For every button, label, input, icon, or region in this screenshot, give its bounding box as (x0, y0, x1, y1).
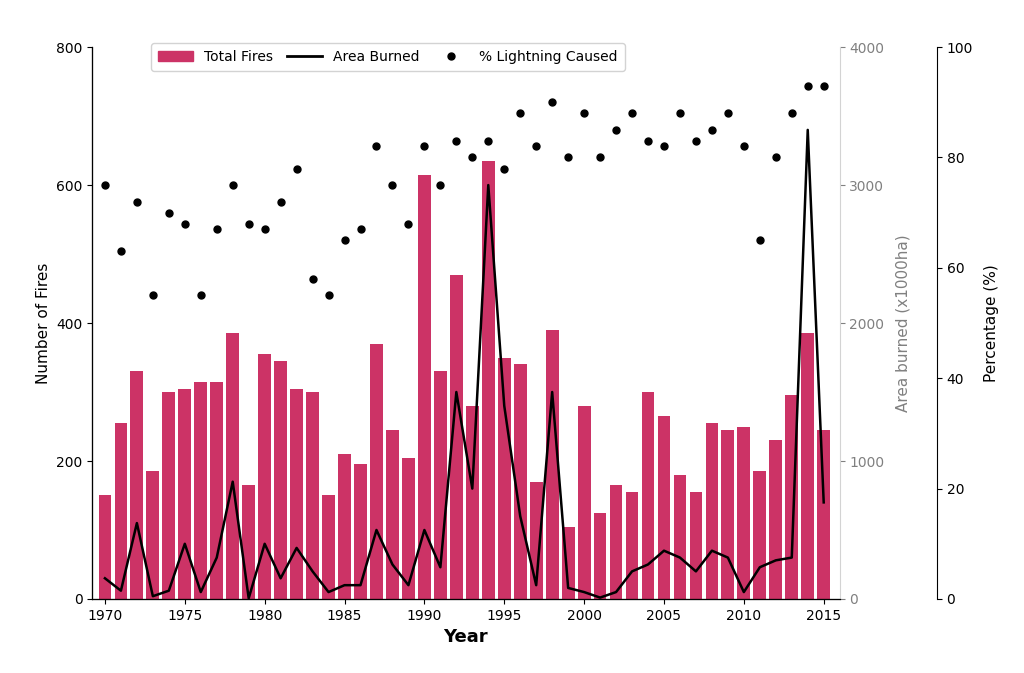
Bar (802, 333, 814, 599)
Bar (594, 513, 606, 599)
Bar (418, 175, 431, 599)
Bar (274, 361, 287, 599)
X-axis label: Year: Year (443, 629, 488, 646)
Bar (130, 371, 143, 599)
Bar (498, 357, 511, 599)
Bar (817, 430, 830, 599)
Bar (754, 471, 766, 599)
Bar (146, 471, 160, 599)
Y-axis label: Percentage (%): Percentage (%) (984, 264, 999, 382)
Bar (514, 365, 526, 599)
Bar (562, 526, 574, 599)
Bar (657, 416, 671, 599)
Y-axis label: Area burned (x1000ha): Area burned (x1000ha) (896, 234, 910, 412)
Bar (210, 382, 223, 599)
Bar (689, 492, 702, 599)
Bar (546, 330, 558, 599)
Bar (642, 392, 654, 599)
Bar (323, 495, 335, 599)
Bar (370, 344, 383, 599)
Bar (306, 392, 318, 599)
Bar (98, 495, 112, 599)
Bar (338, 454, 351, 599)
Bar (785, 396, 798, 599)
Bar (737, 427, 751, 599)
Y-axis label: Number of Fires: Number of Fires (36, 262, 50, 384)
Bar (466, 406, 478, 599)
Bar (450, 275, 463, 599)
Bar (434, 371, 446, 599)
Bar (578, 406, 591, 599)
Bar (195, 382, 207, 599)
Bar (402, 458, 415, 599)
Bar (482, 161, 495, 599)
Bar (626, 492, 638, 599)
Bar (178, 388, 191, 599)
Bar (258, 354, 271, 599)
Bar (529, 482, 543, 599)
Bar (354, 464, 367, 599)
Bar (243, 485, 255, 599)
Bar (609, 485, 623, 599)
Bar (722, 430, 734, 599)
Bar (226, 333, 240, 599)
Bar (769, 440, 782, 599)
Bar (706, 423, 718, 599)
Bar (386, 430, 398, 599)
Legend: Total Fires, Area Burned, % Lightning Caused: Total Fires, Area Burned, % Lightning Ca… (152, 43, 625, 71)
Bar (674, 475, 686, 599)
Bar (163, 392, 175, 599)
Bar (290, 388, 303, 599)
Bar (115, 423, 127, 599)
